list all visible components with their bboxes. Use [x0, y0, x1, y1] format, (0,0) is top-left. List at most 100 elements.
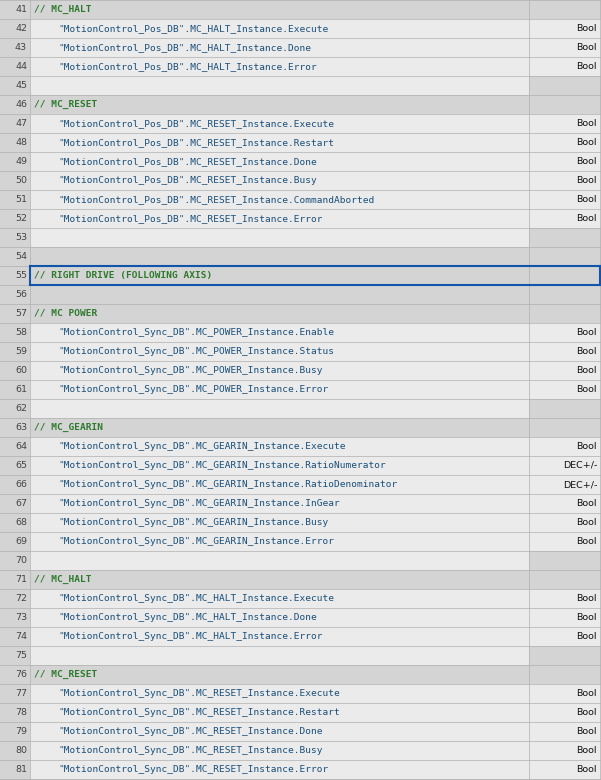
- Bar: [0, 399, 30, 418]
- Bar: [529, 304, 601, 323]
- Text: 67: 67: [15, 499, 27, 508]
- Text: 59: 59: [15, 347, 27, 356]
- Bar: [529, 0, 601, 19]
- Text: Bool: Bool: [576, 385, 597, 394]
- Text: DEC+/-: DEC+/-: [563, 480, 597, 489]
- Bar: [529, 456, 601, 475]
- Text: "MotionControl_Pos_DB".MC_RESET_Instance.Restart: "MotionControl_Pos_DB".MC_RESET_Instance…: [58, 138, 334, 147]
- Bar: [0, 608, 30, 627]
- Bar: [0, 475, 30, 494]
- Bar: [30, 551, 529, 570]
- Text: // MC_GEARIN: // MC_GEARIN: [34, 423, 103, 432]
- Bar: [0, 95, 30, 114]
- Bar: [30, 190, 529, 209]
- Bar: [30, 95, 529, 114]
- Bar: [30, 722, 529, 741]
- Bar: [0, 228, 30, 247]
- Bar: [529, 703, 601, 722]
- Bar: [529, 627, 601, 646]
- Text: 45: 45: [15, 81, 27, 90]
- Text: Bool: Bool: [576, 765, 597, 774]
- Bar: [0, 646, 30, 665]
- Text: 49: 49: [15, 157, 27, 166]
- Bar: [529, 209, 601, 228]
- Text: // MC_HALT: // MC_HALT: [34, 575, 91, 584]
- Bar: [30, 209, 529, 228]
- Text: "MotionControl_Pos_DB".MC_RESET_Instance.CommandAborted: "MotionControl_Pos_DB".MC_RESET_Instance…: [58, 195, 374, 204]
- Bar: [529, 532, 601, 551]
- Bar: [529, 475, 601, 494]
- Bar: [0, 190, 30, 209]
- Bar: [30, 418, 529, 437]
- Bar: [529, 38, 601, 57]
- Text: "MotionControl_Pos_DB".MC_HALT_Instance.Error: "MotionControl_Pos_DB".MC_HALT_Instance.…: [58, 62, 317, 71]
- Bar: [0, 684, 30, 703]
- Bar: [529, 247, 601, 266]
- Text: "MotionControl_Sync_DB".MC_HALT_Instance.Done: "MotionControl_Sync_DB".MC_HALT_Instance…: [58, 613, 317, 622]
- Bar: [30, 665, 529, 684]
- Bar: [30, 323, 529, 342]
- Text: Bool: Bool: [576, 43, 597, 52]
- Text: "MotionControl_Sync_DB".MC_HALT_Instance.Execute: "MotionControl_Sync_DB".MC_HALT_Instance…: [58, 594, 334, 603]
- Bar: [30, 646, 529, 665]
- Text: 69: 69: [15, 537, 27, 546]
- Text: 72: 72: [15, 594, 27, 603]
- Text: Bool: Bool: [576, 157, 597, 166]
- Bar: [30, 684, 529, 703]
- Bar: [529, 285, 601, 304]
- Bar: [0, 665, 30, 684]
- Text: 53: 53: [15, 233, 27, 242]
- Bar: [30, 342, 529, 361]
- Text: "MotionControl_Pos_DB".MC_HALT_Instance.Done: "MotionControl_Pos_DB".MC_HALT_Instance.…: [58, 43, 311, 52]
- Bar: [529, 551, 601, 570]
- Text: "MotionControl_Pos_DB".MC_HALT_Instance.Execute: "MotionControl_Pos_DB".MC_HALT_Instance.…: [58, 24, 328, 33]
- Text: 44: 44: [15, 62, 27, 71]
- Bar: [30, 703, 529, 722]
- Text: 75: 75: [15, 651, 27, 660]
- Bar: [0, 760, 30, 779]
- Bar: [30, 513, 529, 532]
- Bar: [30, 285, 529, 304]
- Bar: [0, 38, 30, 57]
- Text: "MotionControl_Sync_DB".MC_GEARIN_Instance.Execute: "MotionControl_Sync_DB".MC_GEARIN_Instan…: [58, 442, 346, 451]
- Bar: [30, 38, 529, 57]
- Bar: [30, 475, 529, 494]
- Text: // MC_HALT: // MC_HALT: [34, 5, 91, 14]
- Text: 62: 62: [15, 404, 27, 413]
- Text: "MotionControl_Sync_DB".MC_RESET_Instance.Error: "MotionControl_Sync_DB".MC_RESET_Instanc…: [58, 765, 328, 774]
- Text: Bool: Bool: [576, 537, 597, 546]
- Text: 56: 56: [15, 290, 27, 299]
- Text: 47: 47: [15, 119, 27, 128]
- Text: 58: 58: [15, 328, 27, 337]
- Bar: [529, 95, 601, 114]
- Text: "MotionControl_Sync_DB".MC_GEARIN_Instance.Busy: "MotionControl_Sync_DB".MC_GEARIN_Instan…: [58, 518, 328, 527]
- Text: 78: 78: [15, 708, 27, 717]
- Bar: [529, 342, 601, 361]
- Bar: [30, 228, 529, 247]
- Text: 46: 46: [15, 100, 27, 109]
- Bar: [529, 399, 601, 418]
- Text: "MotionControl_Pos_DB".MC_RESET_Instance.Execute: "MotionControl_Pos_DB".MC_RESET_Instance…: [58, 119, 334, 128]
- Bar: [30, 247, 529, 266]
- Text: Bool: Bool: [576, 138, 597, 147]
- Text: 71: 71: [15, 575, 27, 584]
- Text: 77: 77: [15, 689, 27, 698]
- Bar: [0, 513, 30, 532]
- Bar: [529, 323, 601, 342]
- Bar: [30, 133, 529, 152]
- Bar: [529, 228, 601, 247]
- Bar: [529, 608, 601, 627]
- Text: 61: 61: [15, 385, 27, 394]
- Text: Bool: Bool: [576, 518, 597, 527]
- Text: Bool: Bool: [576, 24, 597, 33]
- Bar: [529, 494, 601, 513]
- Text: Bool: Bool: [576, 214, 597, 223]
- Text: 54: 54: [15, 252, 27, 261]
- Bar: [529, 190, 601, 209]
- Text: // MC POWER: // MC POWER: [34, 309, 97, 318]
- Text: // MC_RESET: // MC_RESET: [34, 670, 97, 679]
- Text: 43: 43: [15, 43, 27, 52]
- Bar: [529, 570, 601, 589]
- Text: Bool: Bool: [576, 195, 597, 204]
- Bar: [529, 665, 601, 684]
